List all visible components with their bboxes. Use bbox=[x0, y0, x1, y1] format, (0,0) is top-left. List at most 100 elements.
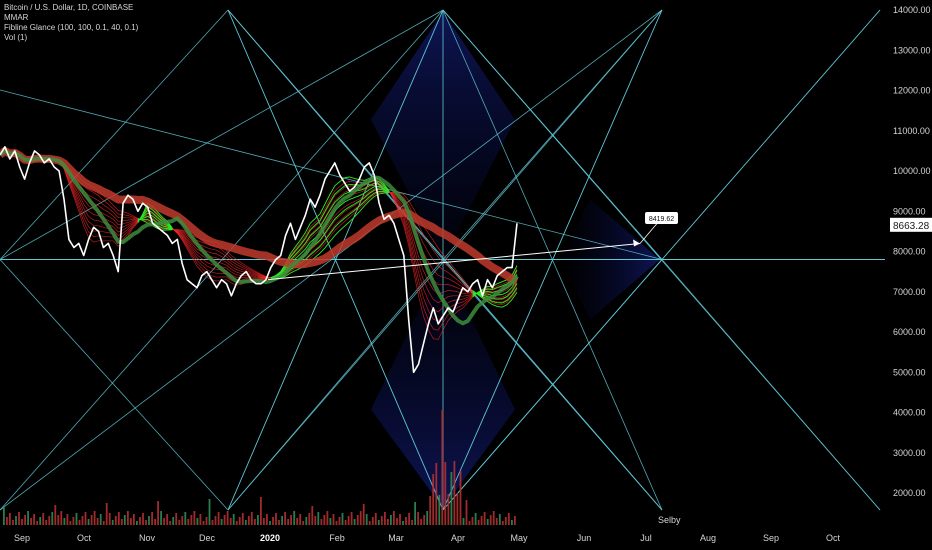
ribbon-green-seg bbox=[157, 225, 163, 229]
watermark-label: Selby bbox=[658, 515, 681, 525]
volume-bar bbox=[120, 519, 123, 525]
volume-bar bbox=[426, 511, 429, 525]
ribbon-green-seg bbox=[290, 250, 296, 258]
volume-bar bbox=[371, 517, 374, 525]
volume-bar bbox=[296, 518, 299, 525]
ribbon-green-seg bbox=[324, 225, 331, 234]
volume-bar bbox=[241, 513, 244, 525]
volume-bar bbox=[498, 514, 501, 525]
volume-bar bbox=[235, 521, 238, 525]
volume-bar bbox=[399, 514, 401, 525]
volume-bar bbox=[477, 520, 480, 525]
volume-bar bbox=[244, 520, 247, 525]
volume-bar bbox=[432, 474, 435, 525]
volume-bar bbox=[78, 520, 81, 525]
y-tick-label: 4000.00 bbox=[893, 408, 926, 418]
volume-bar bbox=[105, 503, 108, 525]
ribbon-green-seg bbox=[329, 218, 336, 227]
volume-bar bbox=[199, 514, 202, 525]
ribbon-green-seg bbox=[492, 287, 498, 290]
time-axis[interactable]: Sep Oct Nov Dec 2020 Feb Mar Apr May Jun Jul Aug Sep… bbox=[14, 533, 841, 543]
volume-bar bbox=[69, 521, 72, 525]
price-annotation[interactable]: 8419.62 bbox=[267, 212, 678, 281]
volume-bar bbox=[495, 518, 498, 525]
ribbon-green-seg bbox=[142, 212, 148, 218]
ribbon-green-seg bbox=[300, 237, 306, 246]
volume-bar bbox=[341, 513, 344, 525]
ribbon-green-seg bbox=[344, 221, 350, 227]
ribbon-green-seg bbox=[334, 189, 340, 195]
volume-bar bbox=[254, 519, 256, 525]
ribbon-green-seg bbox=[369, 196, 375, 202]
volume-bar bbox=[223, 515, 226, 525]
volume-bar bbox=[456, 493, 459, 525]
ribbon-green-seg bbox=[162, 227, 168, 229]
x-tick-label: 2020 bbox=[260, 533, 280, 543]
ribbon-green-seg bbox=[364, 200, 370, 207]
volume-bar bbox=[275, 513, 277, 525]
volume-bar bbox=[163, 518, 165, 525]
ribbon-green-seg bbox=[378, 186, 385, 190]
ribbon-green-seg bbox=[349, 197, 355, 200]
ribbon-green-seg bbox=[477, 294, 483, 299]
ribbon-green-seg bbox=[319, 240, 326, 247]
y-tick-label: 2000.00 bbox=[893, 488, 926, 498]
ribbon-green-seg bbox=[275, 272, 281, 277]
volume-bar bbox=[175, 513, 178, 525]
volume-bar bbox=[217, 512, 220, 525]
x-tick-label: Nov bbox=[139, 533, 156, 543]
ribbon-green-seg bbox=[354, 211, 360, 218]
volume-bar bbox=[335, 521, 338, 525]
ribbon-green-seg bbox=[285, 272, 291, 277]
ribbon-green-seg bbox=[501, 300, 508, 304]
ribbon-green-seg bbox=[304, 242, 311, 250]
volume-bar bbox=[323, 515, 326, 525]
ribbon-green-seg bbox=[295, 244, 301, 252]
legend-mmar[interactable]: MMAR bbox=[4, 13, 29, 22]
ribbon-green-seg bbox=[319, 218, 326, 228]
ribbon-green-seg bbox=[354, 205, 360, 211]
volume-bar bbox=[30, 518, 32, 525]
ribbon-green-seg bbox=[319, 203, 326, 215]
ribbon-green-seg bbox=[152, 209, 158, 216]
volume-bar bbox=[356, 515, 359, 525]
ribbon-green-seg bbox=[142, 220, 148, 224]
ribbon-green-seg bbox=[492, 304, 498, 307]
ribbon-green-seg bbox=[290, 270, 296, 274]
volume-bar bbox=[3, 507, 5, 525]
volume-bar bbox=[468, 521, 471, 525]
volume-bar bbox=[329, 518, 332, 525]
mmar-slow-band bbox=[0, 146, 519, 285]
x-tick-label: Apr bbox=[451, 533, 465, 543]
volume-bar bbox=[130, 518, 132, 525]
legend-fibline[interactable]: Fibline Glance (100, 100, 0.1, 40, 0.1) bbox=[4, 23, 139, 32]
volume-bar bbox=[299, 514, 302, 525]
price-line-group bbox=[0, 146, 518, 374]
volume-bar bbox=[384, 512, 386, 525]
legend-symbol[interactable]: Bitcoin / U.S. Dollar, 1D, COINBASE bbox=[4, 3, 134, 12]
volume-bar bbox=[196, 518, 199, 525]
ribbon-green-seg bbox=[349, 203, 355, 208]
ribbon-line-9 bbox=[0, 150, 518, 306]
volume-bar bbox=[133, 514, 135, 525]
volume-bar bbox=[139, 517, 141, 525]
volume-bar bbox=[287, 519, 289, 525]
volume-bar bbox=[417, 512, 419, 525]
ribbon-green-seg bbox=[334, 222, 341, 228]
volume-bar bbox=[435, 463, 438, 525]
ribbon-green-seg bbox=[314, 239, 321, 245]
volume-bar bbox=[365, 514, 368, 525]
volume-bar bbox=[266, 514, 268, 525]
ribbon-green-seg bbox=[329, 193, 336, 203]
mmar-ribbon bbox=[0, 146, 519, 340]
chart-legend: Bitcoin / U.S. Dollar, 1D, COINBASE MMAR… bbox=[4, 3, 138, 43]
volume-bar bbox=[33, 514, 35, 525]
legend-vol[interactable]: Vol (1) bbox=[4, 33, 28, 42]
price-axis[interactable]: 14000.00 13000.00 12000.00 11000.00 10000.00… bbox=[890, 5, 932, 498]
ribbon-green-seg bbox=[290, 246, 296, 254]
ribbon-green-seg bbox=[501, 304, 508, 308]
ribbon-green-seg bbox=[378, 181, 385, 187]
ribbon-green-seg bbox=[364, 185, 370, 190]
volume-bar bbox=[75, 513, 78, 525]
